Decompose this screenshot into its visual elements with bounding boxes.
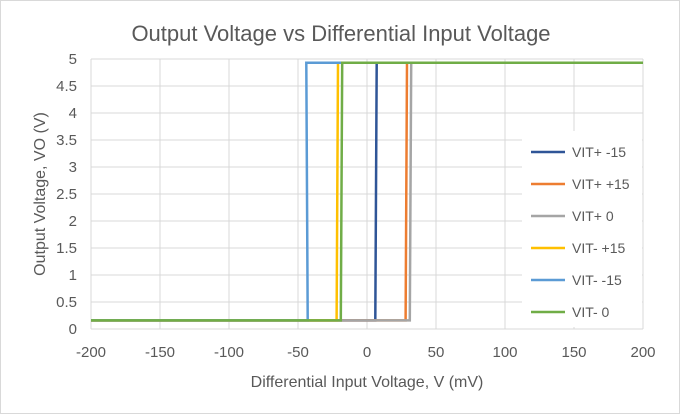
y-tick-label: 0 bbox=[69, 321, 77, 338]
x-axis-title: Differential Input Voltage, V (mV) bbox=[251, 374, 484, 391]
legend: VIT+ -15 VIT+ +15 VIT+ 0 VIT- +15 VIT- -15 VI… bbox=[522, 131, 642, 327]
y-tick-label: 1.5 bbox=[56, 240, 77, 257]
series-line-6 bbox=[91, 61, 643, 322]
legend-label: VIT- +15 bbox=[572, 240, 626, 256]
x-tick-label: -150 bbox=[145, 344, 175, 361]
y-tick-label: 3.5 bbox=[56, 132, 77, 149]
x-tick-label: 50 bbox=[428, 344, 445, 361]
y-tick-label: 5 bbox=[69, 51, 77, 68]
legend-label: VIT+ 0 bbox=[572, 208, 614, 224]
x-tick-label: 100 bbox=[492, 344, 517, 361]
y-tick-label: 1 bbox=[69, 267, 77, 284]
x-tick-label: -200 bbox=[76, 344, 106, 361]
chart-title: Output Voltage vs Differential Input Vol… bbox=[131, 21, 550, 46]
legend-label: VIT+ -15 bbox=[572, 144, 626, 160]
x-tick-label: 150 bbox=[561, 344, 586, 361]
legend-label: VIT- 0 bbox=[572, 304, 610, 320]
y-axis-title: Output Voltage, VO (V) bbox=[32, 112, 49, 276]
tick-layer: 0 0.5 1 1.5 2 2.5 3 3.5 4 4.5 5 -200 -150 -100 -50 0 50 1… bbox=[56, 51, 655, 361]
legend-label: VIT- -15 bbox=[572, 272, 622, 288]
y-tick-label: 3 bbox=[69, 159, 77, 176]
y-tick-label: 4.5 bbox=[56, 78, 77, 95]
x-tick-label: 0 bbox=[363, 344, 371, 361]
legend-box bbox=[522, 131, 642, 327]
x-tick-label: -50 bbox=[287, 344, 309, 361]
y-tick-label: 4 bbox=[69, 105, 77, 122]
y-tick-label: 2.5 bbox=[56, 186, 77, 203]
legend-label: VIT+ +15 bbox=[572, 176, 630, 192]
x-tick-label: -100 bbox=[214, 344, 244, 361]
y-tick-label: 2 bbox=[69, 213, 77, 230]
series-layer bbox=[91, 61, 643, 322]
grid-layer bbox=[90, 58, 644, 330]
x-tick-label: 200 bbox=[630, 344, 655, 361]
y-tick-label: 0.5 bbox=[56, 294, 77, 311]
